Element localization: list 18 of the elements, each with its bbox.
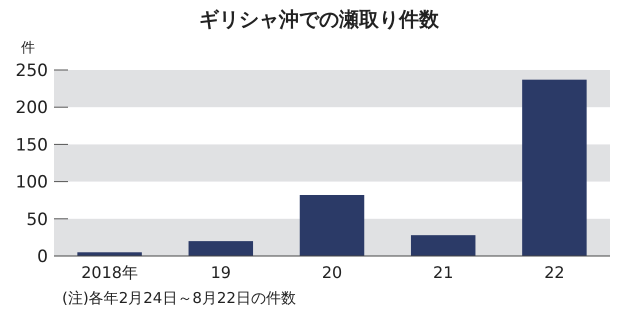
y-tick-label: 100 (16, 172, 48, 193)
x-tick-label: 19 (210, 263, 231, 282)
bar (300, 194, 364, 256)
x-tick-label: 22 (544, 263, 565, 282)
text: (注)各年2月24日～8月22日の件数 (62, 289, 296, 307)
chart-title: ギリシャ沖での瀬取り件数 (199, 7, 440, 31)
y-tick-label: 150 (16, 135, 48, 156)
y-tick-label: 50 (26, 210, 48, 230)
y-tick-label: 250 (16, 61, 48, 81)
bar (522, 80, 587, 256)
bar (188, 241, 254, 256)
y-axis-title: 件 (21, 40, 35, 56)
x-tick-label: 20 (322, 263, 342, 282)
x-tick-label: 2018年 (81, 263, 138, 282)
y-tick-label: 200 (16, 98, 48, 118)
x-tick-label: 21 (433, 263, 454, 282)
y-tick-label: 0 (37, 247, 48, 267)
bar (410, 235, 476, 256)
